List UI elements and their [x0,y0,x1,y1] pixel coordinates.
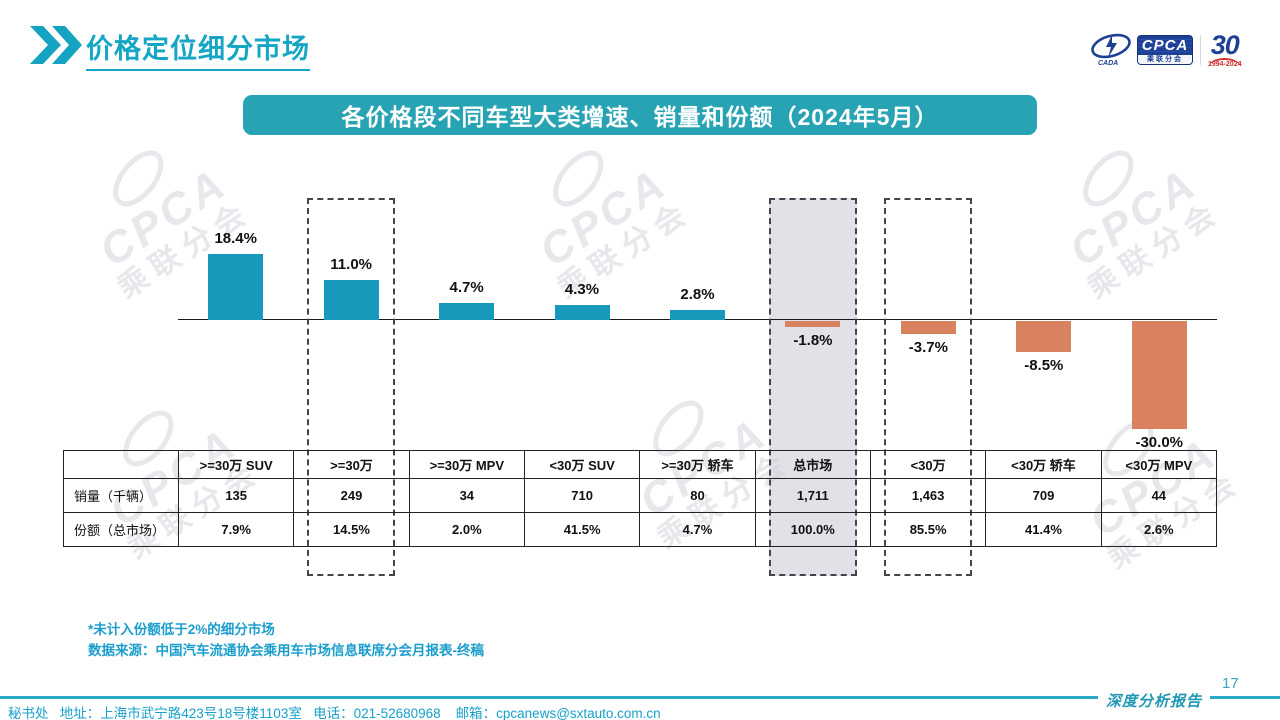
highlight-box->=30万 [307,198,396,576]
bar-value-label: 2.8% [680,285,715,303]
table-cell: 135 [177,478,295,513]
table-cell: 80 [639,478,756,513]
footer-contact-info: 秘书处 地址：上海市武宁路423号18号楼1103室 电话：021-526809… [8,706,661,720]
table-cell: 1,463 [869,478,987,513]
column-header: <30万 [869,450,987,479]
table-cell: 249 [293,478,410,513]
column-header: >=30万 [293,450,410,479]
highlight-box-总市场 [768,198,857,576]
column-header: 总市场 [754,450,871,479]
column-header: <30万 SUV [523,450,641,479]
table-cell: 7.9% [177,512,295,547]
table-cell: 14.5% [293,512,410,547]
column-header: >=30万 MPV [408,450,525,479]
report-type-label: 深度分析报告 [1098,690,1211,711]
bar-value-label: 4.7% [449,279,484,297]
bar-总市场 [785,321,841,328]
title-chevrons-icon [30,26,82,69]
table-cell: 710 [523,478,641,513]
data-table: >=30万 SUV >=30万 >=30万 MPV <30万 SUV >=30万 轿车总… [63,450,1218,547]
table-cell: 2.0% [408,512,525,547]
bar-value-label: -8.5% [1024,356,1064,374]
column-header: <30万 轿车 [985,450,1102,479]
bar-value-label: 11.0% [330,256,373,274]
table-cell: 41.5% [523,512,641,547]
footnote: *未计入份额低于2%的细分市场 数据来源：中国汽车流通协会乘用车市场信息联席分会… [88,619,484,661]
table-cell: 2.6% [1100,512,1218,547]
bar->=30万 SUV [208,253,264,320]
cpca-badge: CPCA 乘联分会 [1137,35,1193,65]
bar->=30万 轿车 [669,309,725,320]
table-cell: 34 [408,478,525,513]
anniversary-30-logo: 30 1994-2024 [1208,30,1242,68]
column-header: >=30万 轿车 [639,450,756,479]
footer-divider [0,696,1280,699]
cpca-cn-text: 乘联分会 [1138,55,1192,64]
table-cell: 100.0% [754,512,871,547]
anniversary-number: 30 [1210,30,1240,60]
table-corner-cell [63,450,179,479]
table-cell: 44 [1100,478,1218,513]
table-cell: 41.4% [985,512,1102,547]
cada-swoosh-icon: CADA [1091,33,1131,67]
anniversary-years: 1994-2024 [1208,58,1242,68]
table-cell: 4.7% [639,512,756,547]
row-label: 销量（千辆） [63,478,179,513]
table-cell: 1,711 [754,478,871,513]
chart-title-banner: 各价格段不同车型大类增速、销量和份额（2024年5月） [243,95,1037,135]
bar-<30万 轿车 [1016,321,1072,352]
bar-value-label: -3.7% [908,339,948,357]
bar->=30万 [323,280,379,320]
column-header: <30万 MPV [1100,450,1218,479]
bar-<30万 SUV [554,304,610,320]
cpca-text: CPCA [1138,36,1192,55]
bar->=30万 MPV [439,303,495,320]
table-row: 销量（千辆） 135 249 34 710 80 1,711 1,463 709 44 [63,478,1218,513]
row-label: 份额（总市场） [63,512,179,547]
bar-value-label: 18.4% [214,229,257,247]
bar-<30万 MPV [1131,321,1187,429]
table-cell: 709 [985,478,1102,513]
column-header: >=30万 SUV [177,450,295,479]
footnote-line1: *未计入份额低于2%的细分市场 [88,622,275,637]
page-title[interactable]: 价格定位细分市场 [86,27,310,71]
bar-value-label: 4.3% [564,280,600,298]
footnote-line2: 数据来源：中国汽车流通协会乘用车市场信息联席分会月报表-终稿 [88,643,484,658]
page-number: 17 [1222,675,1239,692]
table-header-row: >=30万 SUV >=30万 >=30万 MPV <30万 SUV >=30万 轿车总… [63,450,1218,479]
bar-value-label: -30.0% [1135,434,1183,451]
cada-text: CADA [1098,60,1118,67]
table-cell: 85.5% [869,512,987,547]
bar-<30万 [900,321,956,335]
table-row: 份额（总市场） 7.9% 14.5% 2.0% 41.5% 4.7% 100.0% 85.5%… [63,512,1218,547]
logo-divider [1200,35,1201,65]
highlight-box-<30万 [884,198,973,576]
cpca-logo: CADA CPCA 乘联分会 30 1994-2024 [1088,30,1242,68]
bar-value-label: -1.8% [793,332,833,350]
